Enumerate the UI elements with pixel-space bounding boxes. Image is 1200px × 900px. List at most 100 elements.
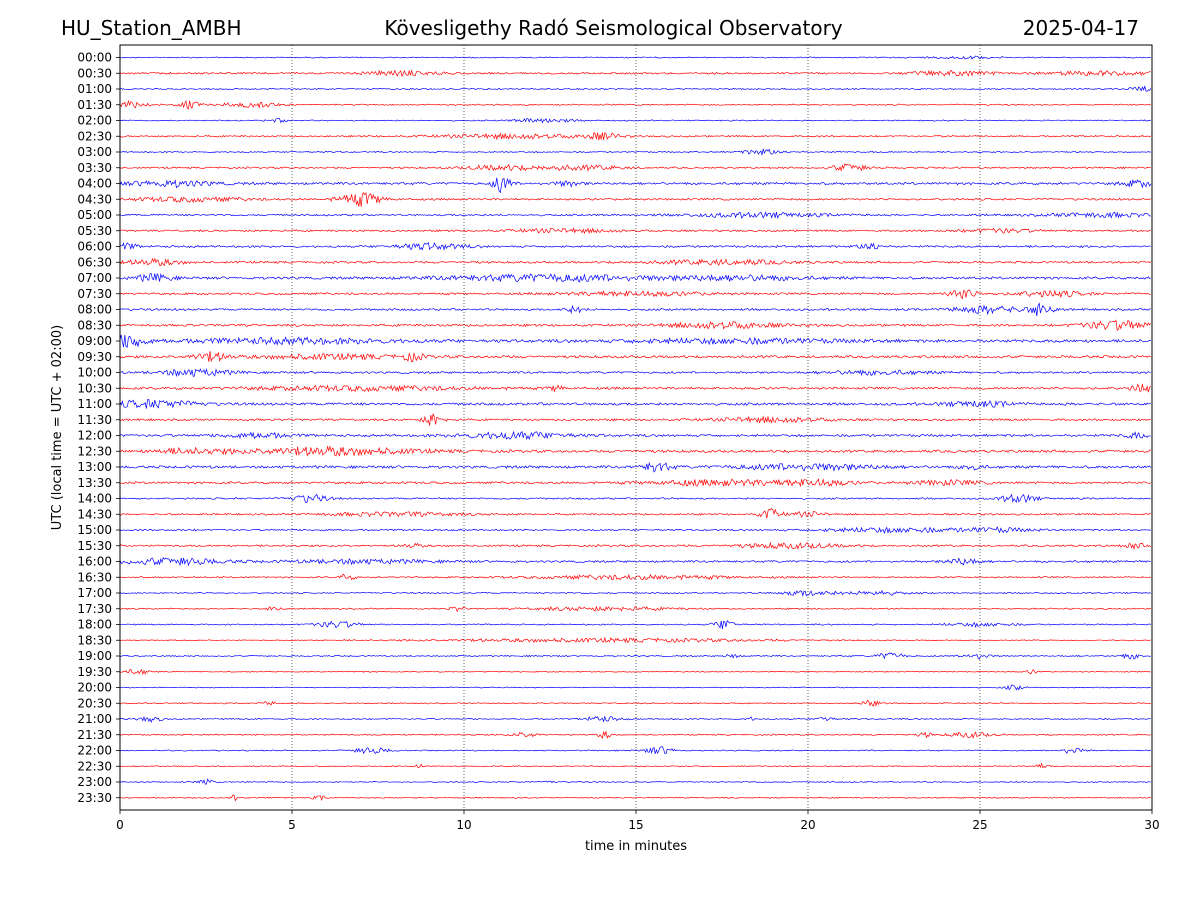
trace-1430 xyxy=(119,508,1151,519)
y-tick-label: 12:30 xyxy=(77,444,112,458)
trace-1100 xyxy=(119,398,1151,409)
y-tick-label: 09:00 xyxy=(77,334,112,348)
chart-date: 2025-04-17 xyxy=(1022,16,1139,40)
y-tick-label: 00:30 xyxy=(77,66,112,80)
y-tick-label: 18:00 xyxy=(77,618,112,632)
trace-0000 xyxy=(119,55,1151,60)
y-tick-label: 23:00 xyxy=(77,775,112,789)
grid-lines xyxy=(291,45,981,810)
trace-0700 xyxy=(119,272,1151,283)
trace-1500 xyxy=(119,526,1151,534)
y-tick-label: 22:30 xyxy=(77,759,112,773)
y-tick-label: 16:30 xyxy=(77,570,112,584)
chart-title: Kövesligethy Radó Seismological Observat… xyxy=(384,16,843,40)
trace-1230 xyxy=(119,445,1151,457)
y-tick-label: 01:30 xyxy=(77,98,112,112)
trace-2100 xyxy=(119,715,1151,724)
y-tick-label: 14:30 xyxy=(77,507,112,521)
trace-0900 xyxy=(119,334,1151,348)
trace-2330 xyxy=(119,794,1151,802)
y-tick-label: 11:30 xyxy=(77,413,112,427)
y-tick-label: 00:00 xyxy=(77,51,112,65)
y-tick-label: 10:00 xyxy=(77,366,112,380)
y-tick-label: 18:30 xyxy=(77,633,112,647)
trace-0100 xyxy=(119,85,1152,92)
y-axis-label: UTC (local time = UTC + 02:00) xyxy=(50,325,65,530)
trace-group xyxy=(119,55,1152,802)
trace-1730 xyxy=(119,605,1151,613)
trace-0830 xyxy=(119,319,1152,331)
y-tick-label: 08:30 xyxy=(77,318,112,332)
y-tick-label: 13:00 xyxy=(77,460,112,474)
trace-0600 xyxy=(119,242,1151,251)
y-tick-label: 20:30 xyxy=(77,696,112,710)
trace-1300 xyxy=(119,461,1152,473)
trace-0300 xyxy=(119,148,1151,157)
trace-1800 xyxy=(119,619,1152,630)
y-tick-label: 02:30 xyxy=(77,129,112,143)
trace-0530 xyxy=(119,227,1151,235)
y-tick-label: 19:30 xyxy=(77,665,112,679)
trace-1830 xyxy=(119,636,1151,644)
trace-0200 xyxy=(119,117,1151,124)
trace-1530 xyxy=(119,541,1152,551)
y-tick-label: 23:30 xyxy=(77,791,112,805)
y-tick-label: 06:00 xyxy=(77,240,112,254)
x-tick-label: 30 xyxy=(1144,818,1159,832)
y-tick-label: 03:30 xyxy=(77,161,112,175)
trace-1700 xyxy=(119,589,1151,597)
trace-0330 xyxy=(119,163,1151,172)
trace-2200 xyxy=(119,746,1151,755)
trace-0730 xyxy=(119,289,1151,300)
y-tick-label: 20:00 xyxy=(77,681,112,695)
y-tick-label: 06:30 xyxy=(77,255,112,269)
trace-1400 xyxy=(119,493,1151,504)
y-tick-label: 14:00 xyxy=(77,492,112,506)
trace-2030 xyxy=(119,699,1151,707)
trace-1900 xyxy=(119,652,1151,660)
trace-0630 xyxy=(119,257,1152,267)
y-tick-label: 01:00 xyxy=(77,82,112,96)
trace-2230 xyxy=(119,762,1151,769)
trace-1200 xyxy=(119,430,1151,441)
trace-0400 xyxy=(119,177,1152,194)
y-tick-label: 11:00 xyxy=(77,397,112,411)
x-tick-label: 5 xyxy=(288,818,296,832)
y-tick-label: 05:30 xyxy=(77,224,112,238)
y-tick-label: 12:00 xyxy=(77,429,112,443)
y-tick-label: 03:00 xyxy=(77,145,112,159)
x-tick-label: 10 xyxy=(456,818,471,832)
trace-1930 xyxy=(119,668,1151,676)
y-tick-label: 22:00 xyxy=(77,744,112,758)
trace-0500 xyxy=(119,211,1151,219)
trace-1000 xyxy=(119,367,1151,378)
trace-0130 xyxy=(119,99,1151,110)
y-tick-label: 21:30 xyxy=(77,728,112,742)
y-tick-label: 08:00 xyxy=(77,303,112,317)
trace-0800 xyxy=(119,302,1151,317)
y-tick-label: 17:30 xyxy=(77,602,112,616)
y-tick-label: 07:00 xyxy=(77,271,112,285)
y-tick-label: 09:30 xyxy=(77,350,112,364)
y-tick-label: 04:30 xyxy=(77,192,112,206)
y-tick-label: 04:00 xyxy=(77,177,112,191)
y-tick-label: 19:00 xyxy=(77,649,112,663)
trace-1130 xyxy=(119,413,1151,426)
trace-1030 xyxy=(119,383,1152,393)
x-axis: 0 5 10 15 20 25 30 xyxy=(116,810,1160,832)
trace-0430 xyxy=(119,191,1152,207)
x-tick-label: 20 xyxy=(800,818,815,832)
trace-1600 xyxy=(119,556,1151,567)
trace-1330 xyxy=(119,478,1151,488)
trace-0230 xyxy=(119,131,1152,141)
y-tick-label: 10:30 xyxy=(77,381,112,395)
x-axis-label: time in minutes xyxy=(585,839,687,854)
trace-0030 xyxy=(119,69,1151,78)
trace-2130 xyxy=(119,731,1151,739)
y-tick-label: 16:00 xyxy=(77,555,112,569)
y-tick-label: 21:00 xyxy=(77,712,112,726)
y-tick-label: 07:30 xyxy=(77,287,112,301)
y-tick-label: 02:00 xyxy=(77,114,112,128)
y-tick-label: 05:00 xyxy=(77,208,112,222)
